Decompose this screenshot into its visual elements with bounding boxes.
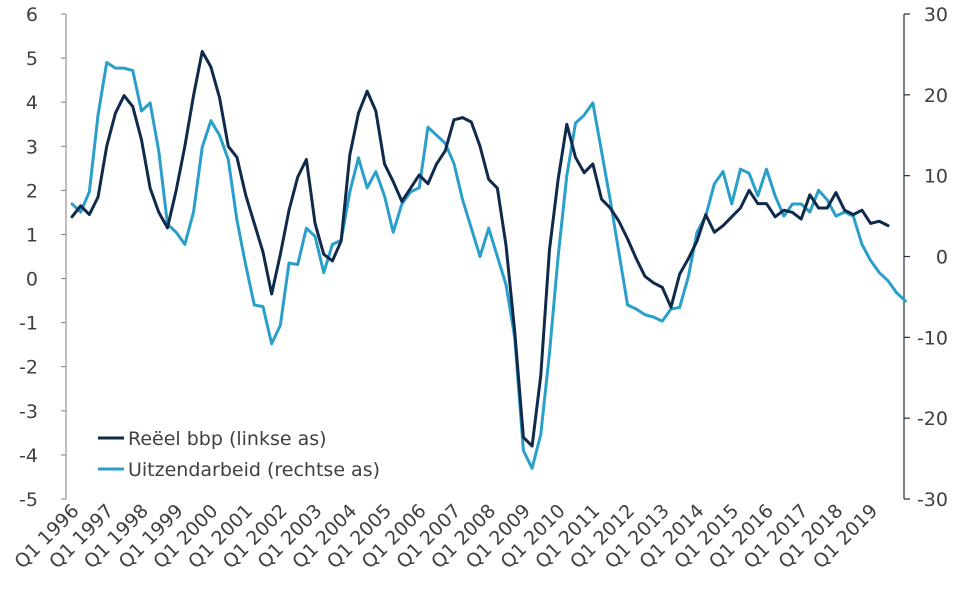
left-tick-label: 4 xyxy=(26,92,38,114)
left-tick-label: 6 xyxy=(26,4,38,26)
right-tick-label: 20 xyxy=(924,85,948,107)
right-tick-label: 10 xyxy=(924,166,948,188)
right-axis: 30 20 10 0 -10 -20 -30 xyxy=(903,4,948,511)
legend-label-reeel-bbp: Reëel bbp (linkse as) xyxy=(128,428,327,450)
series-layer xyxy=(70,49,907,470)
series-line-reeel-bbp xyxy=(70,49,890,448)
right-tick-label: -30 xyxy=(917,489,948,511)
legend-label-uitzendarbeid: Uitzendarbeid (rechtse as) xyxy=(128,459,380,481)
right-tick-label: 0 xyxy=(936,247,948,269)
left-axis: 6 5 4 3 2 1 0 -1 -2 -3 -4 -5 xyxy=(19,4,67,511)
left-tick-label: 1 xyxy=(26,224,38,246)
legend: Reëel bbp (linkse as) Uitzendarbeid (rec… xyxy=(98,428,380,481)
left-tick-label: -1 xyxy=(19,313,38,335)
left-tick-label: -3 xyxy=(19,401,38,423)
left-tick-label: 3 xyxy=(26,136,38,158)
right-tick-label: -10 xyxy=(917,327,948,349)
left-tick-label: 0 xyxy=(26,269,38,291)
right-tick-label: 30 xyxy=(924,4,948,26)
left-tick-label: 2 xyxy=(26,180,38,202)
left-tick-label: -5 xyxy=(19,489,38,511)
left-tick-label: 5 xyxy=(26,48,38,70)
right-tick-label: -20 xyxy=(917,408,948,430)
series-line-uitzendarbeid xyxy=(70,61,907,470)
left-tick-label: -4 xyxy=(19,445,38,467)
left-tick-label: -2 xyxy=(19,357,38,379)
